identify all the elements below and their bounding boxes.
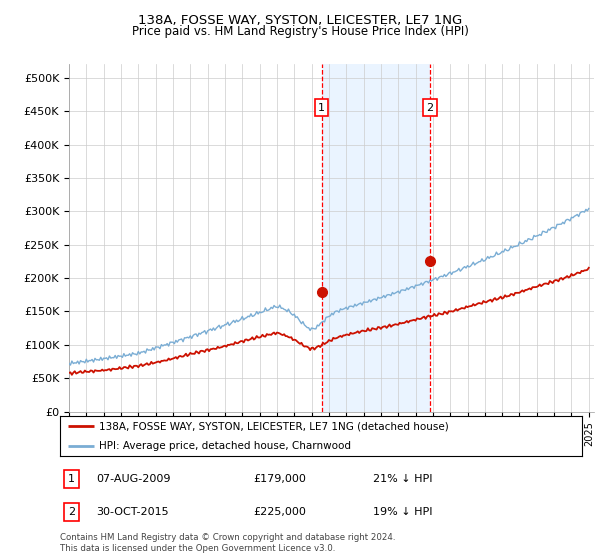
Text: 07-AUG-2009: 07-AUG-2009 [97, 474, 171, 484]
Text: £179,000: £179,000 [253, 474, 306, 484]
Text: 2: 2 [68, 507, 75, 517]
Text: 1: 1 [318, 103, 325, 113]
Text: 138A, FOSSE WAY, SYSTON, LEICESTER, LE7 1NG (detached house): 138A, FOSSE WAY, SYSTON, LEICESTER, LE7 … [99, 421, 449, 431]
Text: Contains HM Land Registry data © Crown copyright and database right 2024.
This d: Contains HM Land Registry data © Crown c… [60, 533, 395, 553]
Text: 1: 1 [68, 474, 75, 484]
Text: £225,000: £225,000 [253, 507, 306, 517]
Text: 30-OCT-2015: 30-OCT-2015 [97, 507, 169, 517]
Text: 2: 2 [427, 103, 433, 113]
Text: 21% ↓ HPI: 21% ↓ HPI [373, 474, 433, 484]
Text: 138A, FOSSE WAY, SYSTON, LEICESTER, LE7 1NG: 138A, FOSSE WAY, SYSTON, LEICESTER, LE7 … [138, 14, 462, 27]
Text: HPI: Average price, detached house, Charnwood: HPI: Average price, detached house, Char… [99, 441, 351, 451]
Bar [322, 64, 430, 412]
Text: Price paid vs. HM Land Registry's House Price Index (HPI): Price paid vs. HM Land Registry's House … [131, 25, 469, 38]
Text: 19% ↓ HPI: 19% ↓ HPI [373, 507, 433, 517]
